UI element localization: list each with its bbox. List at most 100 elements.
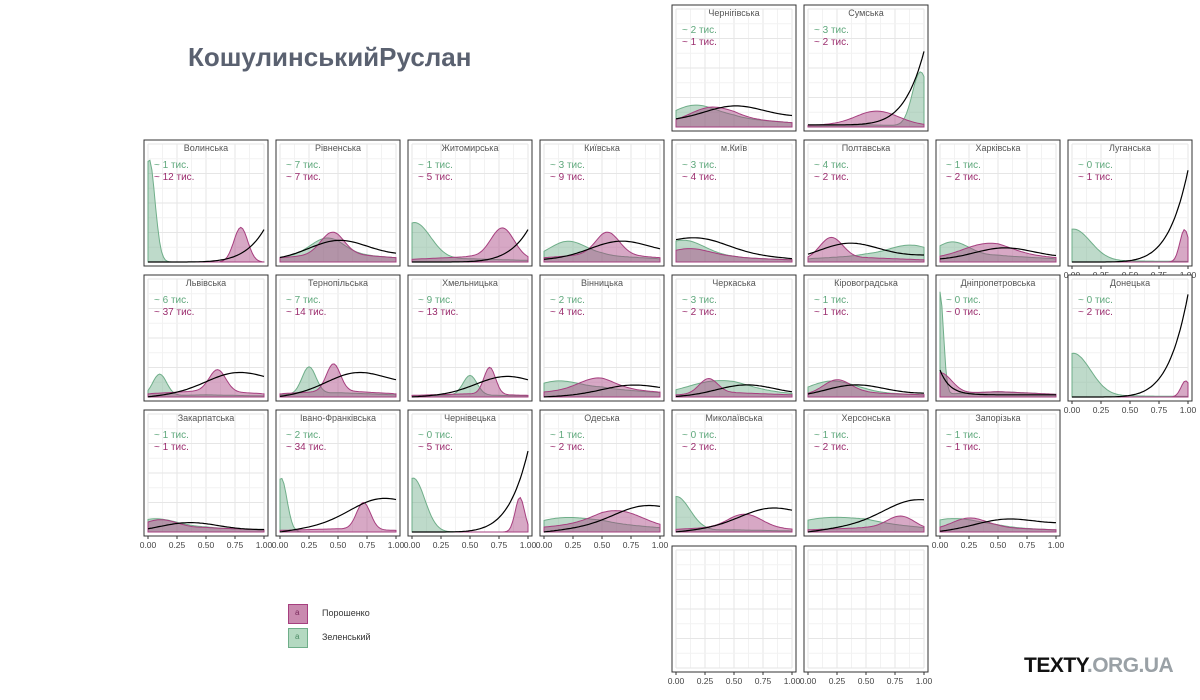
panel-2-label-zelensky: ~ 1 тис. xyxy=(154,160,189,171)
panel-24-title: Запорізька xyxy=(975,413,1020,423)
panel-26-xtick-label: 0.00 xyxy=(800,676,817,686)
panel-25-xtick-label: 0.75 xyxy=(755,676,772,686)
legend-swatch-poroshenko: a xyxy=(288,604,308,624)
panel-21-xtick-label: 0.00 xyxy=(536,540,553,550)
panel-8-trend-line xyxy=(939,247,1057,260)
panel-25-xtick-label: 0.25 xyxy=(697,676,714,686)
panel-20-xtick-label: 0.00 xyxy=(404,540,421,550)
panel-15-title: Кіровоградська xyxy=(834,278,898,288)
panel-3-label-zelensky: ~ 7 тис. xyxy=(286,160,321,171)
panel-11-label-zelensky: ~ 7 тис. xyxy=(286,295,321,306)
panel-0-title: Чернігівська xyxy=(708,8,759,18)
panel-4-label-zelensky: ~ 1 тис. xyxy=(418,160,453,171)
panel-24-label-poroshenko: ~ 1 тис. xyxy=(946,442,981,453)
panel-13-title: Вінницька xyxy=(581,278,623,288)
panel-2-title: Волинська xyxy=(184,143,228,153)
panel-10-area-zelensky xyxy=(147,373,265,398)
panel-5-trend-line xyxy=(543,240,661,260)
panel-8-label-poroshenko: ~ 2 тис. xyxy=(946,172,981,183)
panel-23-label-zelensky: ~ 1 тис. xyxy=(814,430,849,441)
panel-16-title: Дніпропетровська xyxy=(961,278,1036,288)
panel-12-label-zelensky: ~ 9 тис. xyxy=(418,295,453,306)
panel-15-label-zelensky: ~ 1 тис. xyxy=(814,295,849,306)
panel-23-trend-line xyxy=(807,499,925,533)
panel-21-xtick-label: 0.25 xyxy=(565,540,582,550)
panel-1-title: Сумська xyxy=(848,8,883,18)
panel-22-title: Миколаївська xyxy=(705,413,762,423)
panel-25-xtick-label: 1.00 xyxy=(784,676,801,686)
panel-3-title: Рівненська xyxy=(315,143,361,153)
panel-19-label-poroshenko: ~ 34 тис. xyxy=(286,442,326,453)
panel-25-xtick-label: 0.50 xyxy=(726,676,743,686)
panel-21-label-poroshenko: ~ 2 тис. xyxy=(550,442,585,453)
panel-23-title: Херсонська xyxy=(842,413,891,423)
panel-25-xtick-label: 0.00 xyxy=(668,676,685,686)
panel-17-label-poroshenko: ~ 2 тис. xyxy=(1078,307,1113,318)
panel-17-xtick-label: 0.25 xyxy=(1093,405,1110,415)
panel-4-label-poroshenko: ~ 5 тис. xyxy=(418,172,453,183)
panel-13-label-poroshenko: ~ 4 тис. xyxy=(550,307,585,318)
panel-7-area-poroshenko xyxy=(807,236,925,263)
panel-10-trend-line xyxy=(147,371,265,398)
panel-18-label-zelensky: ~ 1 тис. xyxy=(154,430,189,441)
panel-17-xtick-label: 1.00 xyxy=(1180,405,1197,415)
legend-item-zelensky: a Зеленський xyxy=(288,628,428,650)
panel-2-trend-line xyxy=(148,229,265,263)
panel-1-label-zelensky: ~ 3 тис. xyxy=(814,25,849,36)
panel-4-trend-line xyxy=(412,229,529,263)
panel-20-xtick-label: 0.75 xyxy=(491,540,508,550)
panel-11-label-poroshenko: ~ 14 тис. xyxy=(286,307,326,318)
panel-20-label-zelensky: ~ 0 тис. xyxy=(418,430,453,441)
panel-9-trend-line xyxy=(1072,170,1189,263)
panel-13-area-poroshenko xyxy=(543,377,661,398)
panel-19-xtick-label: 1.00 xyxy=(388,540,405,550)
panel-0-label-zelensky: ~ 2 тис. xyxy=(682,25,717,36)
panel-7-title: Полтавська xyxy=(842,143,891,153)
panel-5-area-zelensky xyxy=(543,240,661,263)
panel-7-area-zelensky xyxy=(807,244,925,263)
panel-26-xtick-label: 0.25 xyxy=(829,676,846,686)
panel-19-trend-line xyxy=(279,497,397,533)
panel-11-trend-line xyxy=(279,371,397,397)
panel-21-trend-line xyxy=(543,504,661,533)
brand-logo: TEXTY.ORG.UA xyxy=(1024,654,1174,678)
panel-9-label-poroshenko: ~ 1 тис. xyxy=(1078,172,1113,183)
panel-7-trend-line xyxy=(807,242,924,256)
panel-18-xtick-label: 0.75 xyxy=(227,540,244,550)
panel-20-title: Чернівецька xyxy=(444,413,496,423)
panel-18-label-poroshenko: ~ 1 тис. xyxy=(154,442,189,453)
panel-3-area-poroshenko xyxy=(279,231,397,263)
panel-22-label-poroshenko: ~ 2 тис. xyxy=(682,442,717,453)
panel-13-label-zelensky: ~ 2 тис. xyxy=(550,295,585,306)
legend-label-zelensky: Зеленський xyxy=(322,632,371,642)
panel-17-xtick-label: 0.50 xyxy=(1122,405,1139,415)
panel-24-xtick-label: 0.75 xyxy=(1019,540,1036,550)
panel-20-label-poroshenko: ~ 5 тис. xyxy=(418,442,453,453)
legend-label-poroshenko: Порошенко xyxy=(322,608,370,618)
panel-5-label-zelensky: ~ 3 тис. xyxy=(550,160,585,171)
panel-19-xtick-label: 0.00 xyxy=(272,540,289,550)
panel-20-xtick-label: 0.50 xyxy=(462,540,479,550)
panel-19-title: Івано-Франківська xyxy=(300,413,376,423)
panel-22-label-zelensky: ~ 0 тис. xyxy=(682,430,717,441)
panel-3-trend-line xyxy=(279,239,397,259)
panel-21-area-poroshenko xyxy=(543,510,661,533)
panel-19-area-poroshenko xyxy=(279,501,397,533)
panel-24-xtick-label: 0.50 xyxy=(990,540,1007,550)
panel-5-label-poroshenko: ~ 9 тис. xyxy=(550,172,585,183)
panel-11-title: Тернопільська xyxy=(308,278,368,288)
panel-20-trend-line xyxy=(412,450,529,533)
panel-12-area-poroshenko xyxy=(411,366,529,398)
panel-6-title: м.Київ xyxy=(721,143,747,153)
legend-swatch-zelensky: a xyxy=(288,628,308,648)
panel-18-xtick-label: 1.00 xyxy=(256,540,273,550)
panel-23-label-poroshenko: ~ 2 тис. xyxy=(814,442,849,453)
panel-19-label-zelensky: ~ 2 тис. xyxy=(286,430,321,441)
panel-3-label-poroshenko: ~ 7 тис. xyxy=(286,172,321,183)
panel-14-title: Черкаська xyxy=(712,278,755,288)
panel-14-trend-line xyxy=(675,384,793,397)
panel-6-label-poroshenko: ~ 4 тис. xyxy=(682,172,717,183)
panel-8-area-poroshenko xyxy=(939,242,1057,263)
panel-17-label-zelensky: ~ 0 тис. xyxy=(1078,295,1113,306)
